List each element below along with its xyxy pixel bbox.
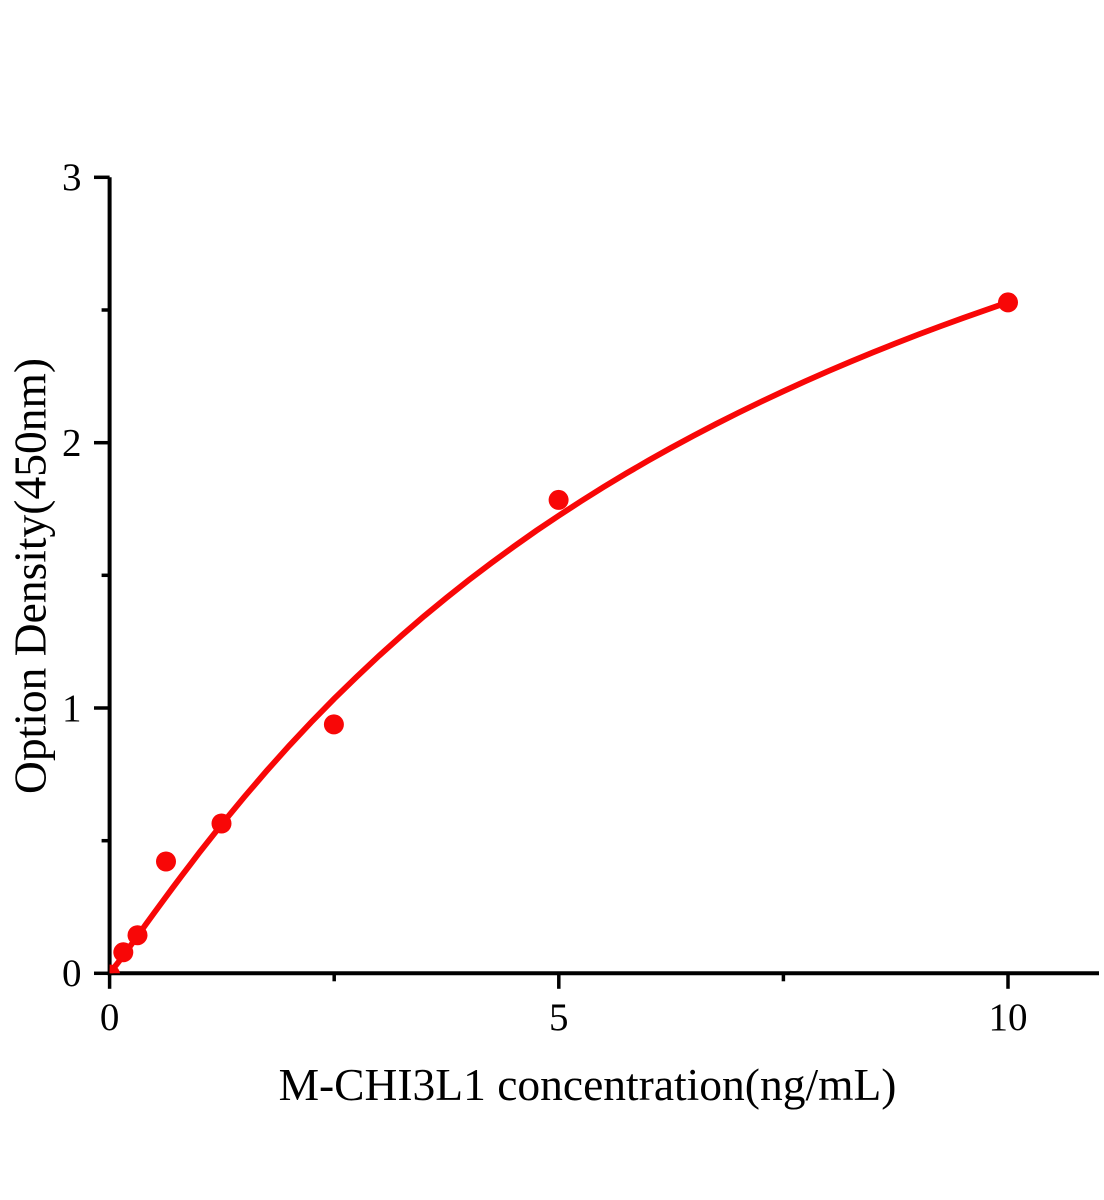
svg-text:10: 10 (989, 996, 1028, 1039)
svg-text:0: 0 (62, 952, 82, 995)
svg-text:M-CHI3L1 concentration(ng/mL): M-CHI3L1 concentration(ng/mL) (279, 1059, 897, 1110)
svg-text:1: 1 (62, 687, 82, 730)
svg-text:2: 2 (62, 422, 82, 465)
svg-text:Option Density(450nm): Option Density(450nm) (5, 358, 56, 794)
svg-text:0: 0 (100, 996, 120, 1039)
svg-text:3: 3 (62, 156, 82, 199)
svg-text:5: 5 (549, 996, 569, 1039)
